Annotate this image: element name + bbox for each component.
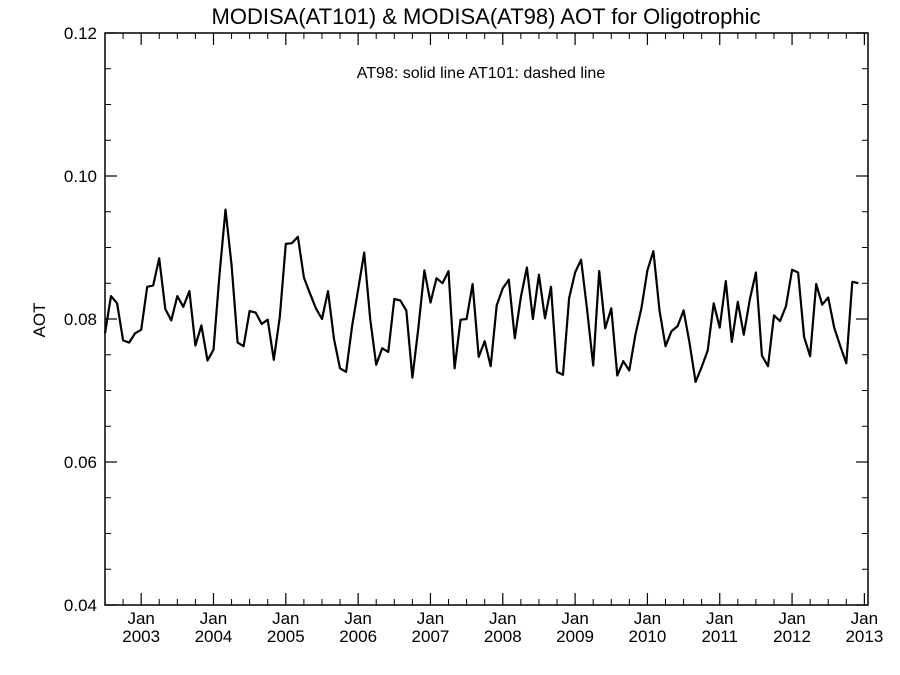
x-tick-year-label: 2004: [195, 627, 233, 646]
x-tick-year-label: 2012: [773, 627, 811, 646]
x-tick-year-label: 2011: [701, 627, 738, 646]
x-tick-month-label: Jan: [200, 609, 227, 628]
x-tick-year-label: 2007: [412, 627, 450, 646]
y-tick-label: 0.06: [64, 453, 97, 472]
x-tick-year-label: 2005: [267, 627, 305, 646]
x-tick-month-label: Jan: [778, 609, 805, 628]
x-tick-month-label: Jan: [706, 609, 733, 628]
series-layer: [103, 208, 859, 383]
x-tick-year-label: 2006: [339, 627, 377, 646]
x-tick-month-label: Jan: [417, 609, 444, 628]
y-tick-label: 0.08: [64, 310, 97, 329]
x-tick-year-label: 2003: [122, 627, 160, 646]
y-axis-label: AOT: [30, 303, 49, 338]
x-tick-month-label: Jan: [127, 609, 154, 628]
plot-frame: [104, 32, 869, 606]
x-tick-month-label: Jan: [344, 609, 371, 628]
y-axis-ticks: 0.04 0.06 0.08 0.10 0.12: [64, 24, 868, 615]
x-tick-year-label: 2013: [845, 627, 883, 646]
x-tick-year-label: 2010: [629, 627, 667, 646]
x-tick-year-label: 2009: [556, 627, 594, 646]
legend-annotation: AT98: solid line AT101: dashed line: [357, 65, 606, 82]
series-line-solid: [103, 208, 859, 383]
y-tick-label: 0.12: [64, 24, 97, 43]
x-tick-month-label: Jan: [272, 609, 299, 628]
x-axis-ticks: Jan2003Jan2004Jan2005Jan2006Jan2007Jan20…: [104, 33, 883, 646]
y-tick-label: 0.04: [64, 596, 97, 615]
x-tick-month-label: Jan: [851, 609, 878, 628]
x-tick-month-label: Jan: [634, 609, 661, 628]
x-tick-month-label: Jan: [561, 609, 588, 628]
y-tick-label: 0.10: [64, 167, 97, 186]
x-tick-month-label: Jan: [489, 609, 516, 628]
x-tick-year-label: 2008: [484, 627, 522, 646]
chart-title: MODISA(AT101) & MODISA(AT98) AOT for Oli…: [212, 4, 761, 29]
